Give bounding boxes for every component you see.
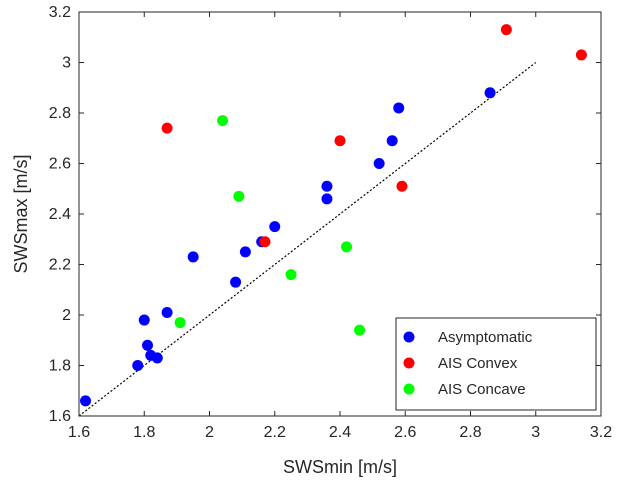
data-point-asymptomatic — [161, 306, 173, 318]
data-point-ais-convex — [334, 135, 346, 147]
y-tick-label: 3.2 — [49, 4, 71, 21]
data-point-asymptomatic — [132, 360, 144, 371]
legend: Asymptomatic AIS Convex AIS Concave — [395, 317, 597, 411]
data-point-asymptomatic — [142, 339, 154, 351]
data-point-ais-concave — [174, 317, 186, 329]
x-tick-label: 2 — [205, 424, 214, 441]
data-point-asymptomatic — [151, 352, 163, 364]
x-ticks: 1.6 1.8 2 2.2 2.4 2.6 2.8 3 3.2 — [68, 12, 612, 441]
legend-label: Asymptomatic — [438, 329, 533, 346]
data-point-ais-concave — [354, 324, 366, 336]
data-point-ais-convex — [161, 122, 173, 134]
data-point-ais-convex — [500, 24, 512, 36]
x-tick-label: 3.2 — [590, 424, 612, 441]
y-tick-label: 2 — [62, 307, 71, 324]
legend-marker — [403, 383, 415, 395]
x-tick-label: 2.4 — [329, 424, 351, 441]
y-tick-label: 2.4 — [49, 206, 71, 223]
y-tick-label: 1.6 — [49, 408, 71, 425]
y-tick-label: 2.2 — [49, 257, 71, 274]
y-tick-label: 1.8 — [49, 358, 71, 375]
data-point-asymptomatic — [187, 251, 199, 263]
y-tick-label: 3 — [62, 55, 71, 72]
data-point-ais-convex — [575, 49, 587, 61]
data-point-asymptomatic — [321, 180, 333, 192]
y-axis-label: SWSmax [m/s] — [11, 154, 31, 273]
data-point-asymptomatic — [484, 87, 496, 99]
data-point-ais-convex — [396, 180, 408, 192]
data-point-asymptomatic — [393, 102, 405, 114]
y-tick-label: 2.6 — [49, 156, 71, 173]
data-point-asymptomatic — [321, 193, 333, 205]
x-tick-label: 3 — [531, 424, 540, 441]
data-point-asymptomatic — [80, 395, 92, 407]
data-point-asymptomatic — [373, 158, 385, 169]
legend-label: AIS Concave — [438, 381, 526, 398]
y-ticks: 1.6 1.8 2 2.2 2.4 2.6 2.8 3 3.2 — [49, 4, 601, 425]
data-points-layer — [80, 24, 587, 407]
x-tick-label: 2.2 — [264, 424, 286, 441]
legend-label: AIS Convex — [438, 355, 518, 372]
data-point-ais-concave — [285, 269, 297, 281]
x-tick-label: 1.6 — [68, 424, 90, 441]
x-axis-label: SWSmin [m/s] — [283, 457, 397, 477]
x-tick-label: 1.8 — [133, 424, 155, 441]
data-point-asymptomatic — [138, 314, 150, 326]
legend-marker — [403, 331, 415, 343]
data-point-asymptomatic — [386, 135, 398, 147]
data-point-ais-convex — [259, 236, 271, 248]
y-tick-label: 2.8 — [49, 105, 71, 122]
data-point-asymptomatic — [269, 221, 281, 233]
x-tick-label: 2.6 — [394, 424, 416, 441]
data-point-asymptomatic — [239, 246, 251, 258]
data-point-ais-concave — [341, 241, 353, 253]
x-tick-label: 2.8 — [459, 424, 481, 441]
data-point-ais-concave — [233, 190, 245, 202]
data-point-asymptomatic — [230, 276, 242, 288]
legend-marker — [403, 357, 415, 369]
legend-box — [395, 317, 597, 411]
data-point-ais-concave — [217, 115, 229, 127]
